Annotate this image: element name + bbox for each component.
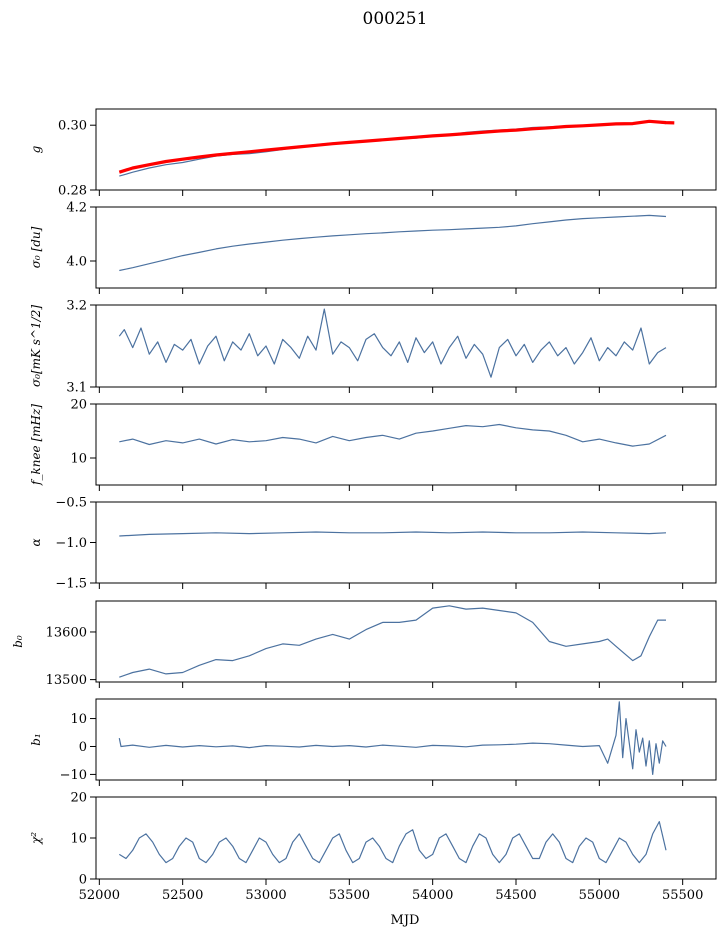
y-axis-label-sigma0_du: σ₀ [du] bbox=[29, 226, 43, 268]
series-line-sigma0_du bbox=[119, 214, 667, 272]
y-axis-label-g: g bbox=[29, 145, 43, 153]
axes-frame-g bbox=[95, 108, 717, 191]
series-line-g bbox=[119, 120, 667, 177]
y-axis-label-fknee: f_knee [mHz] bbox=[29, 404, 43, 486]
y-axis-label-sigma0_mks: σ₀[mK s^1/2] bbox=[29, 305, 43, 387]
xtick-label: 52000 bbox=[79, 888, 120, 903]
subplot-alpha: −1.5 −1.0 −0.5 α bbox=[29, 496, 717, 592]
ytick-label: −1.0 bbox=[55, 536, 87, 551]
y-axis-label-b1: b₁ bbox=[29, 733, 43, 746]
y-axis-label-alpha: α bbox=[29, 538, 43, 546]
ytick-label: −1.5 bbox=[55, 577, 87, 592]
ytick-label: 10 bbox=[70, 452, 87, 467]
y-axis-label-b0: b₀ bbox=[11, 635, 25, 648]
ytick-label: 0 bbox=[79, 873, 87, 888]
axes-frame-chi2 bbox=[95, 796, 717, 880]
ytick-label: 3.2 bbox=[66, 299, 87, 314]
ytick-label: 0.30 bbox=[58, 119, 87, 134]
figure-title: 000251 bbox=[363, 9, 428, 29]
ytick-label: 3.1 bbox=[66, 381, 87, 396]
xtick-label: 53000 bbox=[245, 888, 286, 903]
ytick-label: 4.0 bbox=[66, 255, 87, 270]
series-line-chi2 bbox=[118, 820, 667, 864]
series-line-sigma0_mks bbox=[118, 308, 667, 378]
xtick-label: 53500 bbox=[329, 888, 370, 903]
axes-frame-fknee bbox=[95, 403, 717, 486]
axes-frame-b0 bbox=[95, 600, 717, 683]
subplot-b1: −10 0 10 b₁ bbox=[29, 698, 717, 786]
subplot-g: 0.28 0.30 g bbox=[29, 108, 717, 199]
xtick-label: 54000 bbox=[412, 888, 453, 903]
ytick-label: 4.2 bbox=[66, 201, 87, 216]
axes-frame-sigma0_mks bbox=[95, 304, 717, 388]
subplot-chi2: 0 10 20 52000 52500 53000 53500 54000 54500 55000… bbox=[29, 791, 717, 903]
subplot-b0: 13500 13600 b₀ bbox=[11, 600, 717, 688]
ytick-label: 0 bbox=[79, 740, 87, 755]
xtick-label: 54500 bbox=[495, 888, 536, 903]
xtick-label: 55000 bbox=[579, 888, 620, 903]
ytick-label: −0.5 bbox=[55, 496, 87, 511]
series-line-g-model bbox=[118, 119, 675, 174]
x-axis-label: MJD bbox=[391, 913, 420, 928]
ytick-label: 10 bbox=[70, 712, 87, 727]
axes-frame-b1 bbox=[95, 698, 717, 781]
ytick-label: 10 bbox=[70, 832, 87, 847]
axes-frame-sigma0_du bbox=[95, 206, 717, 289]
ytick-label: 0.28 bbox=[58, 184, 87, 199]
axes-frame-alpha bbox=[95, 501, 717, 584]
ytick-label: 13600 bbox=[46, 625, 87, 640]
subplot-sigma0_du: 4.0 4.2 σ₀ [du] bbox=[29, 201, 717, 294]
subplot-stack: 0.28 0.30 g 4.0 4.2 σ₀ [du] 3.1 3.2 σ₀[mK s^1/2]… bbox=[11, 108, 717, 903]
ytick-label: 13500 bbox=[46, 673, 87, 688]
ytick-label: 20 bbox=[70, 791, 87, 806]
ytick-label: −10 bbox=[60, 768, 87, 783]
ytick-label: 20 bbox=[70, 398, 87, 413]
y-axis-label-chi2: χ² bbox=[29, 832, 43, 845]
xtick-label: 52500 bbox=[162, 888, 203, 903]
series-line-alpha bbox=[119, 531, 667, 537]
series-line-b1 bbox=[118, 701, 667, 776]
xtick-label: 55500 bbox=[662, 888, 703, 903]
series-line-fknee bbox=[119, 423, 667, 447]
series-line-b0 bbox=[119, 605, 666, 678]
subplot-sigma0_mks: 3.1 3.2 σ₀[mK s^1/2] bbox=[29, 299, 717, 396]
subplot-fknee: 10 20 f_knee [mHz] bbox=[29, 398, 717, 491]
